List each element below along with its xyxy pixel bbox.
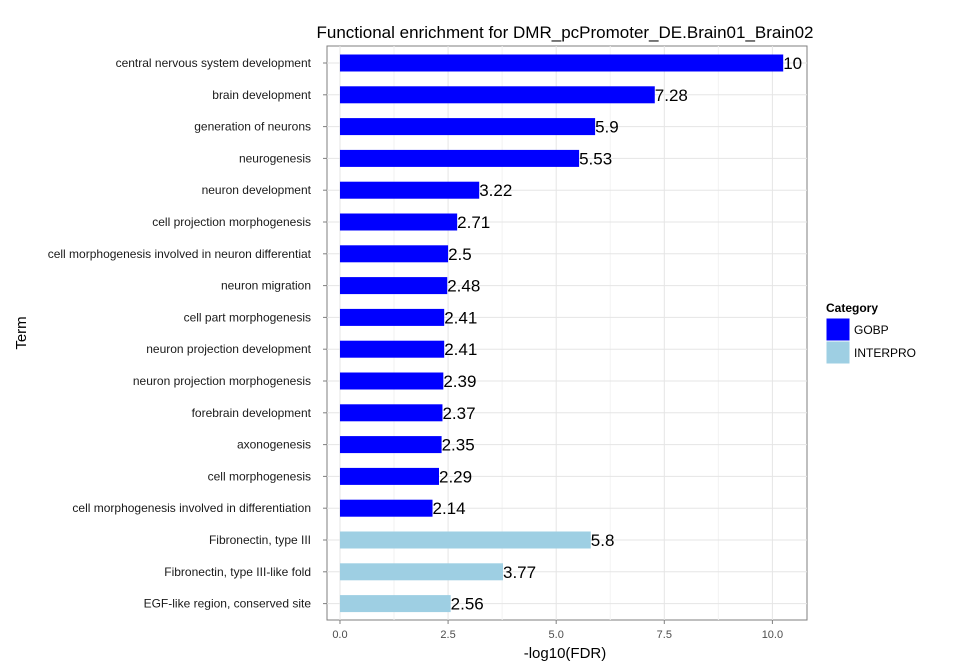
category-label: brain development bbox=[212, 88, 311, 102]
bar bbox=[339, 531, 591, 549]
legend-label: INTERPRO bbox=[854, 346, 916, 360]
bar-value-label: 2.56 bbox=[451, 595, 484, 614]
x-tick-label: 0.0 bbox=[332, 629, 347, 641]
bar bbox=[339, 308, 445, 326]
category-label: EGF-like region, conserved site bbox=[144, 597, 312, 611]
category-label-layer: central nervous system development brain … bbox=[48, 56, 327, 611]
bar bbox=[339, 372, 444, 390]
x-tick-label: 2.5 bbox=[440, 629, 455, 641]
bar-value-label: 2.37 bbox=[442, 404, 475, 423]
legend-swatch bbox=[825, 317, 851, 342]
category-label: neuron migration bbox=[221, 279, 311, 293]
x-tick-label: 7.5 bbox=[657, 629, 672, 641]
bar bbox=[339, 86, 655, 104]
bar-value-label: 5.8 bbox=[591, 531, 615, 550]
legend-label: GOBP bbox=[854, 323, 889, 337]
category-label: neurogenesis bbox=[239, 151, 311, 165]
bar-value-label: 2.39 bbox=[443, 372, 476, 391]
category-label: Fibronectin, type III-like fold bbox=[164, 565, 311, 579]
bar-value-label: 7.28 bbox=[655, 86, 688, 105]
category-label: neuron projection morphogenesis bbox=[133, 374, 311, 388]
x-tick-label: 10.0 bbox=[762, 629, 783, 641]
category-label: forebrain development bbox=[192, 406, 312, 420]
bar bbox=[339, 340, 445, 358]
category-label: cell part morphogenesis bbox=[184, 310, 311, 324]
category-label: cell projection morphogenesis bbox=[152, 215, 311, 229]
category-label: neuron development bbox=[202, 183, 312, 197]
bar bbox=[339, 563, 503, 581]
bar-value-label: 3.22 bbox=[479, 181, 512, 200]
bar bbox=[339, 467, 439, 485]
category-label: axonogenesis bbox=[237, 438, 311, 452]
bar-value-label: 2.35 bbox=[442, 436, 475, 455]
bar bbox=[339, 118, 596, 136]
legend-title: Category bbox=[826, 301, 878, 315]
category-label: neuron projection development bbox=[146, 342, 311, 356]
bar bbox=[339, 595, 451, 613]
bar bbox=[339, 436, 442, 454]
bar bbox=[339, 245, 449, 263]
category-label: cell morphogenesis bbox=[208, 469, 311, 483]
bar-value-label: 2.14 bbox=[433, 499, 466, 518]
bar bbox=[339, 404, 443, 422]
chart-title: Functional enrichment for DMR_pcPromoter… bbox=[316, 23, 813, 42]
x-tick-layer: 0.0 2.5 5.0 7.5 10.0 bbox=[332, 620, 783, 641]
bar-value-label: 5.9 bbox=[595, 118, 619, 137]
category-label: Fibronectin, type III bbox=[209, 533, 311, 547]
legend-swatch bbox=[825, 340, 851, 365]
x-axis-title: -log10(FDR) bbox=[524, 645, 607, 662]
bar-value-label: 5.53 bbox=[579, 149, 612, 168]
y-axis-title: Term bbox=[13, 316, 30, 349]
bar bbox=[339, 54, 784, 72]
bar bbox=[339, 499, 433, 517]
value-label-layer: 10 7.28 5.9 5.53 3.22 2.71 2.5 2.48 2.41 2.41 2.39… bbox=[433, 54, 803, 614]
bar bbox=[339, 277, 448, 295]
bar-value-label: 2.41 bbox=[444, 308, 477, 327]
category-label: central nervous system development bbox=[116, 56, 312, 70]
bar-value-label: 2.29 bbox=[439, 467, 472, 486]
category-label: cell morphogenesis involved in different… bbox=[72, 501, 311, 515]
bar-value-label: 2.5 bbox=[448, 245, 472, 264]
category-label: cell morphogenesis involved in neuron di… bbox=[48, 247, 312, 261]
plot-panel bbox=[326, 45, 808, 621]
bar-value-label: 2.48 bbox=[447, 277, 480, 296]
bar-value-label: 2.41 bbox=[444, 340, 477, 359]
x-tick-label: 5.0 bbox=[549, 629, 564, 641]
bar bbox=[339, 149, 580, 167]
bar bbox=[339, 181, 480, 199]
bar-value-label: 2.71 bbox=[457, 213, 490, 232]
bar-value-label: 3.77 bbox=[503, 563, 536, 582]
bar-value-label: 10 bbox=[783, 54, 802, 73]
bar-layer bbox=[339, 54, 784, 613]
bar bbox=[339, 213, 458, 231]
legend: Category GOBP INTERPRO bbox=[825, 301, 916, 365]
category-label: generation of neurons bbox=[194, 120, 311, 134]
